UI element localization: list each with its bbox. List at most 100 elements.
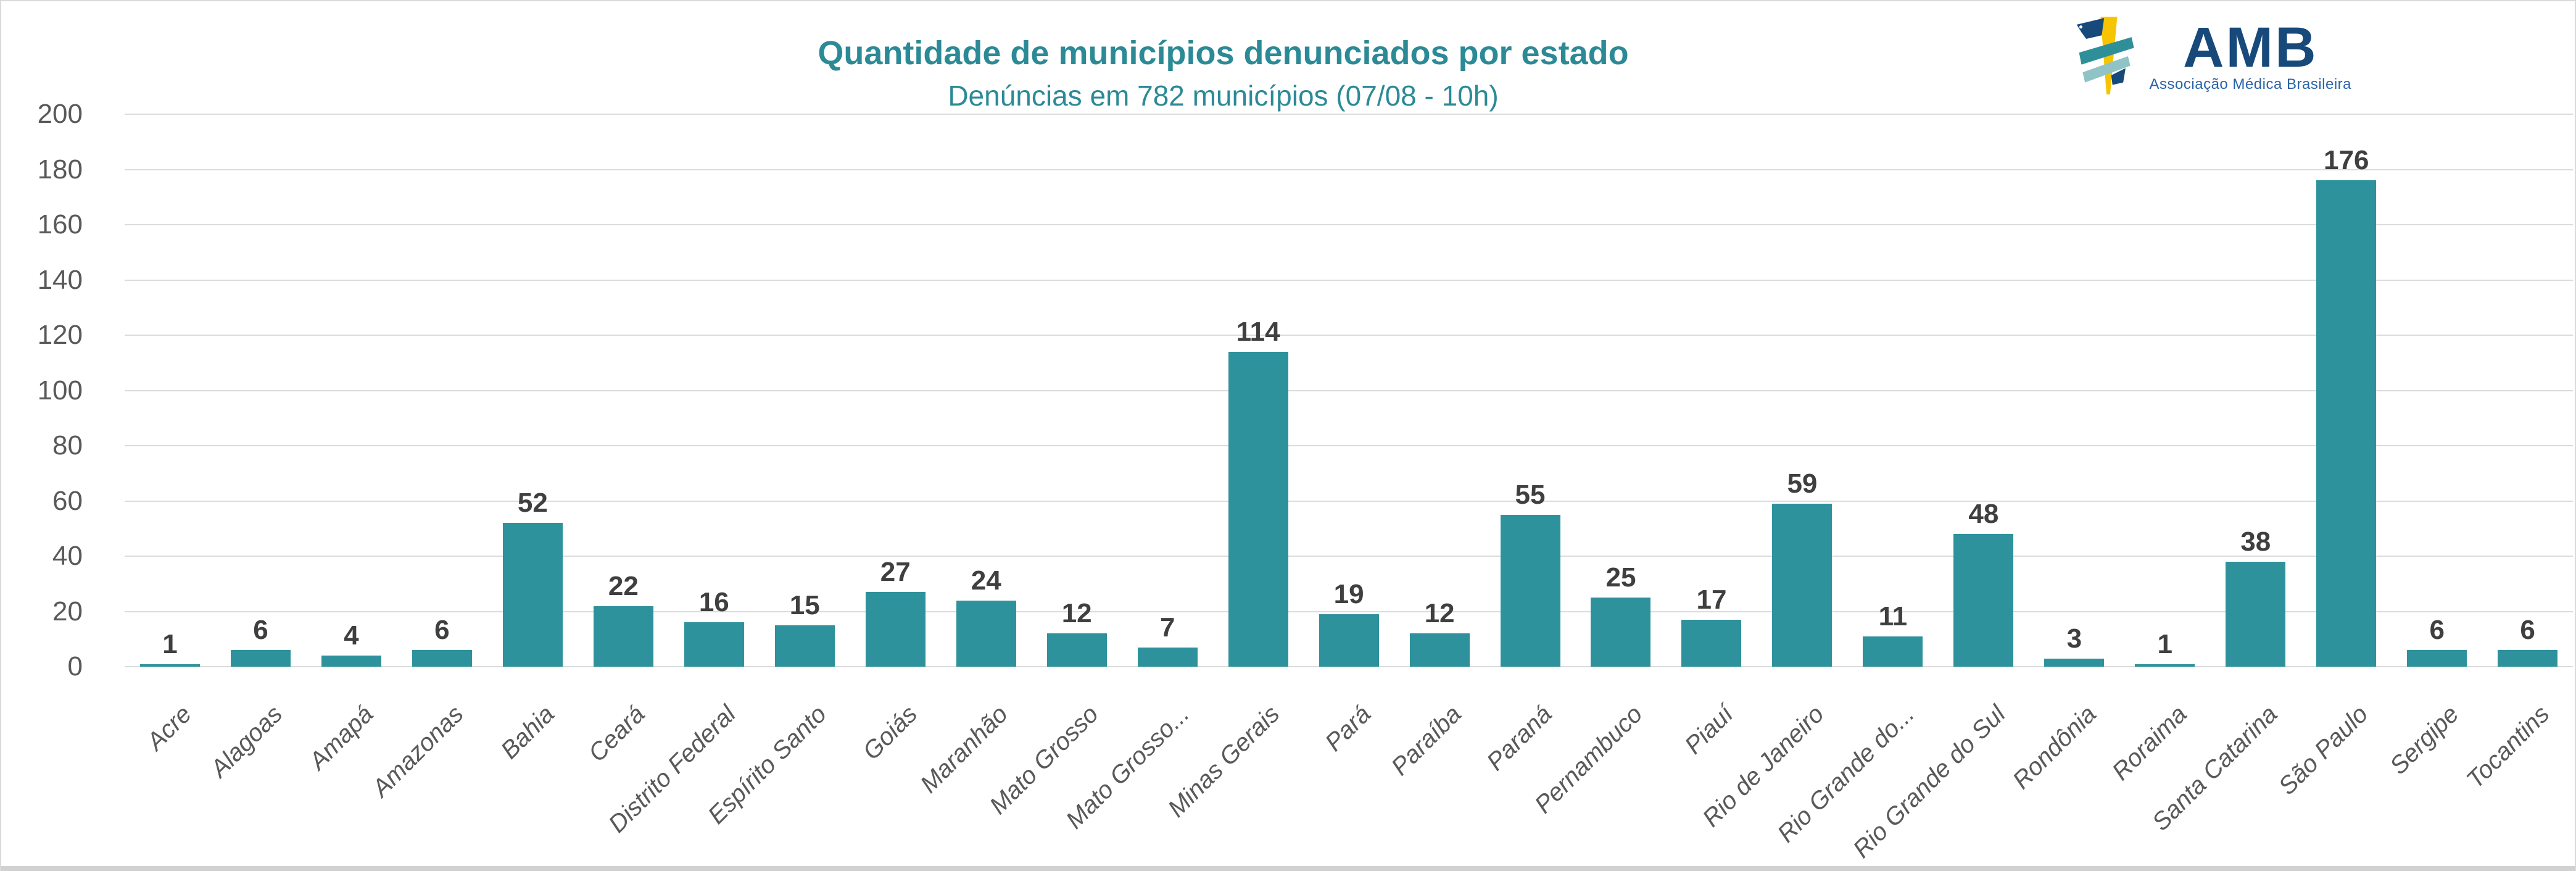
bar-slot: 19 [1304,114,1394,667]
bar-slot: 114 [1213,114,1304,667]
bar-slot: 24 [941,114,1032,667]
x-axis-category-label: Acre [141,700,197,756]
bar[interactable] [412,650,472,667]
bar-slot: 55 [1485,114,1576,667]
y-axis-tick-label: 20 [52,596,83,627]
bar-slot: 176 [2301,114,2392,667]
y-axis-tick-label: 40 [52,541,83,571]
bar[interactable] [1046,633,1107,667]
x-axis-category-label: Goiás [857,700,922,765]
amb-caduceus-icon [2076,17,2134,94]
bar-value-label: 7 [1159,612,1175,643]
bar-slot: 3 [2029,114,2119,667]
y-axis-tick-label: 160 [37,209,83,240]
bar-value-label: 12 [1061,598,1092,628]
y-axis: 0 20 40 60 80 100 120 140 160 180 200 [1,101,106,680]
bar[interactable] [230,650,291,667]
bar[interactable] [865,592,926,667]
gridline [125,501,2573,502]
y-axis-tick-label: 200 [37,99,83,129]
bar-value-label: 48 [1968,499,1999,529]
gridline [125,390,2573,391]
x-axis-slot: São Paulo [2274,701,2392,868]
bar-value-label: 6 [434,615,450,645]
bar-value-label: 24 [971,565,1001,596]
bar[interactable] [1953,534,2014,667]
bar[interactable] [1500,515,1560,667]
gridline [125,445,2573,446]
bar[interactable] [2135,664,2195,667]
bar-slot: 59 [1757,114,1847,667]
gridline [125,114,2573,115]
bar[interactable] [1863,636,1923,667]
bar-slot: 12 [1032,114,1122,667]
bar-slot: 48 [1938,114,2029,667]
plot-area: 1 6 4 6 52 22 16 15 27 24 12 7 114 19 12 55 25 17 59 11 48 3 1… [125,114,2573,667]
bar[interactable] [1228,352,1288,667]
y-axis-tick-label: 120 [37,320,83,350]
bar[interactable] [2044,659,2105,667]
x-axis-slot: Rondônia [2007,701,2119,868]
bar[interactable] [1319,614,1379,667]
gridline [125,611,2573,612]
x-axis: Acre Alagoas Amapá Amazonas Bahia Ceará Distri… [125,701,2573,868]
bar-slot: 11 [1847,114,1938,667]
bar-value-label: 12 [1424,598,1455,628]
bar-value-label: 25 [1605,562,1636,593]
bar[interactable] [1772,504,1833,667]
amb-logo-text-block: AMB Associação Médica Brasileira [2149,19,2351,94]
bar[interactable] [1591,598,1651,667]
bar-slot: 25 [1576,114,1667,667]
bar[interactable] [139,664,200,667]
x-axis-slot: Pará [1304,701,1394,868]
x-axis-category-label: Pará [1319,700,1376,757]
bar[interactable] [321,656,381,667]
bar-slot: 6 [215,114,306,667]
x-axis-category-label: Alagoas [205,700,288,783]
x-axis-category-label: Roraima [2106,700,2192,786]
bar-value-label: 38 [2240,527,2271,557]
bar[interactable] [593,606,653,667]
bar-value-label: 22 [608,571,639,601]
gridline [125,169,2573,170]
window-bottom-edge [1,866,2575,871]
bar[interactable] [502,523,563,667]
bar-slot: 6 [397,114,487,667]
x-axis-slot: Tocantins [2461,701,2573,868]
bar-slot: 17 [1666,114,1757,667]
y-axis-tick-label: 0 [67,651,83,681]
bar[interactable] [2316,180,2377,667]
bar[interactable] [1681,620,1742,667]
bar-slot: 6 [2482,114,2573,667]
chart-subtitle: Denúncias em 782 municípios (07/08 - 10h… [948,79,1499,112]
bar-slot: 6 [2392,114,2482,667]
amb-logo-subtext: Associação Médica Brasileira [2149,76,2351,93]
x-axis-slot: Bahia [487,701,578,868]
y-axis-tick-label: 80 [52,430,83,461]
bar-value-label: 176 [2324,145,2369,175]
x-axis-category-label: Piauí [1679,700,1739,760]
gridline [125,280,2573,281]
x-axis-slot: Acre [125,701,215,868]
bar-slot: 4 [306,114,397,667]
bar[interactable] [956,601,1016,667]
bar-slot: 1 [125,114,215,667]
gridline [125,335,2573,336]
x-axis-category-label: Bahia [495,700,560,765]
bar[interactable] [2498,650,2558,667]
x-axis-slot: Rio Grande do Sul [1848,701,2029,868]
bar-value-label: 27 [880,557,911,587]
bar[interactable] [2226,562,2286,667]
x-axis-slot: Minas Gerais [1163,701,1304,868]
bar[interactable] [684,622,744,667]
x-axis-category-label: Sergipe [2384,700,2464,780]
bar-value-label: 16 [698,587,729,617]
bar[interactable] [2407,650,2467,667]
bar[interactable] [1137,648,1198,667]
bar-value-label: 1 [162,629,178,659]
y-axis-tick-label: 180 [37,154,83,185]
bar[interactable] [774,625,835,667]
bar[interactable] [1409,633,1470,667]
bar-value-label: 52 [517,488,548,518]
bar-value-label: 3 [2066,623,2082,654]
